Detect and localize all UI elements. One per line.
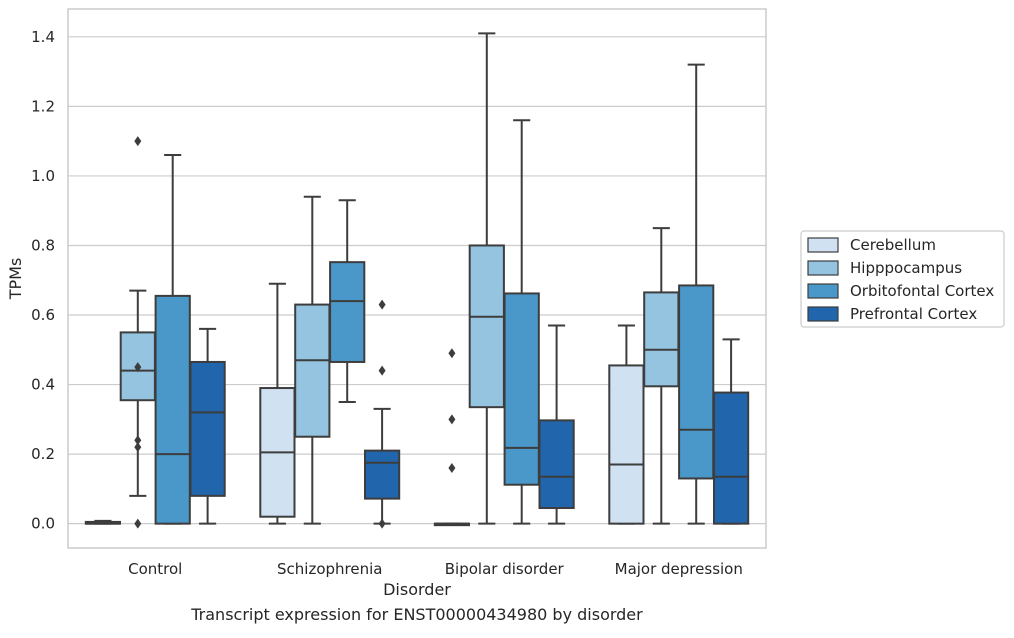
x-tick-label: Control	[128, 560, 182, 578]
x-tick-label: Major depression	[615, 560, 743, 578]
outlier-point	[378, 299, 386, 310]
y-tick-label: 0.6	[31, 306, 55, 324]
legend-swatch	[807, 283, 839, 299]
box-body	[329, 261, 366, 363]
box-body	[119, 331, 156, 402]
outlier-point	[134, 136, 142, 147]
box-body	[643, 291, 680, 388]
box-body	[154, 294, 191, 525]
outlier-point	[134, 518, 142, 529]
box-body	[678, 284, 715, 480]
box-body	[503, 292, 540, 486]
y-tick-label: 0.4	[31, 376, 55, 394]
box-body	[712, 391, 750, 525]
box-body	[538, 419, 575, 510]
legend-label: Cerebellum	[850, 236, 936, 254]
outlier-point	[448, 463, 456, 474]
y-tick-label: 0.2	[31, 445, 55, 463]
y-tick-label: 1.0	[31, 167, 55, 185]
x-tick-label: Bipolar disorder	[445, 560, 565, 578]
legend-swatch	[807, 306, 839, 322]
box-body	[363, 449, 401, 500]
legend-swatch	[807, 237, 839, 253]
y-axis-label: TPMs	[6, 258, 25, 301]
x-tick-label: Schizophrenia	[277, 560, 382, 578]
y-tick-label: 1.4	[31, 28, 55, 46]
y-tick-label: 0.0	[31, 515, 55, 533]
x-axis-label: Disorder	[383, 580, 451, 599]
box-body	[468, 244, 505, 409]
y-tick-label: 0.8	[31, 236, 55, 254]
outlier-point	[134, 442, 142, 453]
outlier-point	[134, 362, 142, 373]
outlier-point	[378, 365, 386, 376]
chart-caption: Transcript expression for ENST0000043498…	[191, 605, 643, 624]
box-body	[189, 360, 226, 497]
legend-label: Hipppocampus	[850, 259, 962, 277]
legend-box	[800, 230, 1005, 328]
legend-label: Orbitofontal Cortex	[850, 282, 994, 300]
box-body	[294, 303, 331, 438]
box-body	[608, 364, 645, 525]
legend-label: Prefrontal Cortex	[850, 305, 977, 323]
outlier-point	[448, 348, 456, 359]
outlier-point	[378, 518, 386, 529]
legend-swatch	[807, 260, 839, 276]
outlier-point	[448, 414, 456, 425]
y-tick-label: 1.2	[31, 97, 55, 115]
outlier-point	[134, 435, 142, 446]
plot-frame	[67, 8, 767, 549]
